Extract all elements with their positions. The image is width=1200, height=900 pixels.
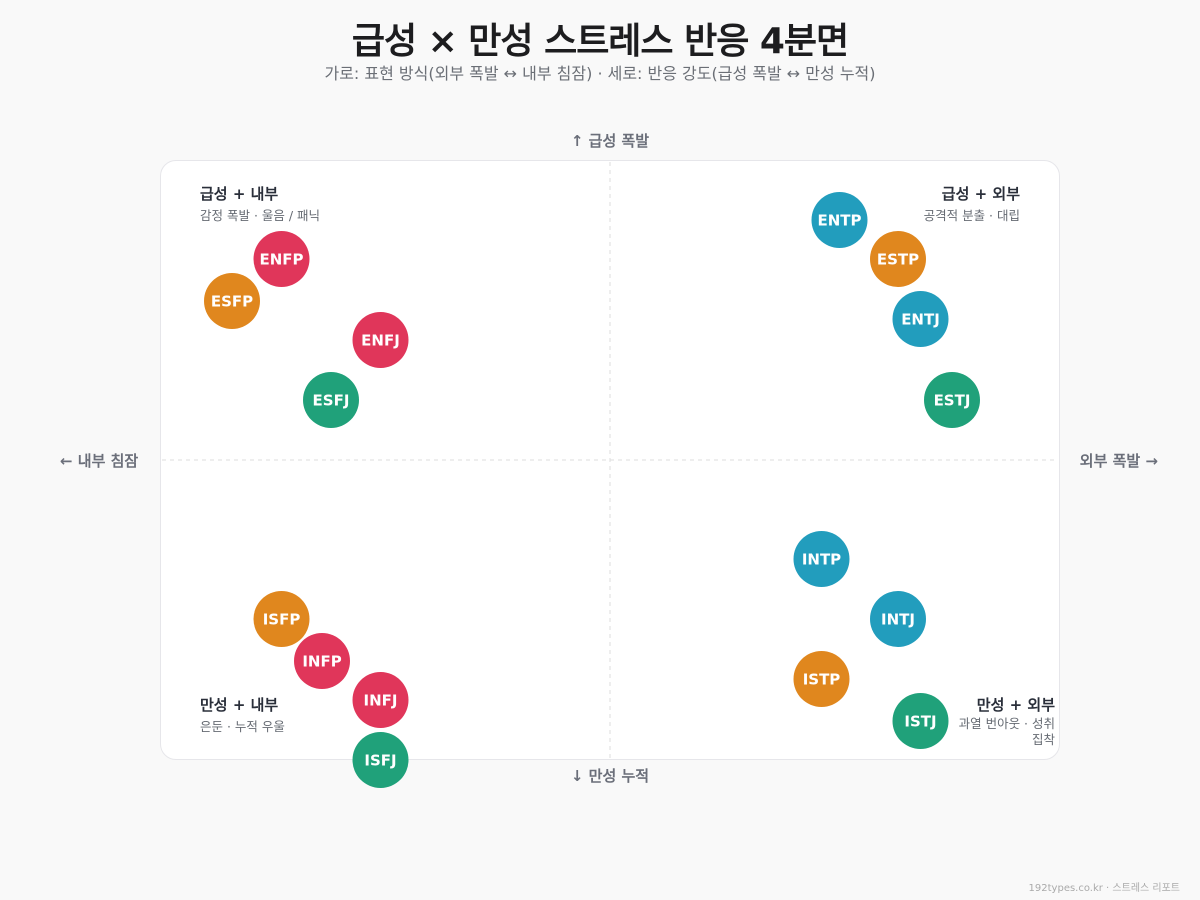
point-label: INTJ [881,611,915,629]
point-marker [892,693,949,749]
points-layer: ENFP ESFP ENFJ ESFJ ENTP ESTP ENTJ ESTJ INTP INTJ… [204,192,980,788]
point-intp: INTP [793,531,850,587]
quadrant-title: 만성 + 외부 [976,696,1055,714]
point-entp: ENTP [811,192,868,248]
point-marker [352,732,409,788]
quadrant-title: 만성 + 내부 [200,696,279,714]
point-estp: ESTP [870,231,926,287]
point-label: ENTJ [901,311,940,329]
page-subtitle: 가로: 표현 방식(외부 폭발 ↔ 내부 침잠) · 세로: 반응 강도(급성 … [324,64,876,83]
axis-label-bottom: ↓ 만성 누적 [570,767,650,785]
quadrant-desc: 은둔 · 누적 우울 [200,719,285,734]
point-label: ISTJ [904,713,936,731]
footer-credit: 192types.co.kr · 스트레스 리포트 [1028,883,1180,894]
point-label: ESFJ [313,392,350,410]
point-label: ESFP [211,293,253,311]
point-esfj: ESFJ [303,372,359,428]
point-entj: ENTJ [892,291,949,347]
quadrant-bottom-right: 만성 + 외부 과열 번아웃 · 성취 집착 [955,694,1055,748]
quadrant-desc: 과열 번아웃 · 성취 집착 [958,716,1055,747]
quadrant-title: 급성 + 내부 [200,185,279,203]
point-marker [793,531,850,587]
point-marker [892,291,949,347]
page-title: 급성 × 만성 스트레스 반응 4분면 [351,21,849,62]
point-estj: ESTJ [924,372,980,428]
point-marker [303,372,359,428]
point-marker [870,591,926,647]
point-esfp: ESFP [204,273,260,329]
point-marker [253,591,310,647]
quadrant-desc: 감정 폭발 · 울음 / 패닉 [200,208,321,223]
point-marker [924,372,980,428]
quadrant-title: 급성 + 외부 [941,185,1020,203]
point-marker [253,231,310,287]
point-marker [204,273,260,329]
point-marker [294,633,350,689]
point-label: ESTP [877,251,919,269]
point-infp: INFP [294,633,350,689]
quadrant-top-left: 급성 + 내부 감정 폭발 · 울음 / 패닉 [200,183,320,224]
point-label: INTP [802,551,841,569]
point-isfj: ISFJ [352,732,409,788]
axis-label-left: ← 내부 침잠 [60,452,139,470]
quadrant-bottom-left: 만성 + 내부 은둔 · 누적 우울 [200,694,285,735]
quadrant-top-right: 급성 + 외부 공격적 분출 · 대립 [924,183,1020,224]
point-marker [870,231,926,287]
point-infj: INFJ [352,672,409,728]
point-enfp: ENFP [253,231,310,287]
point-marker [793,651,850,707]
point-label: ISFP [263,611,301,629]
point-label: ESTJ [934,392,971,410]
point-marker [811,192,868,248]
quadrant-desc: 공격적 분출 · 대립 [923,208,1020,223]
point-label: ENFP [259,251,303,269]
axis-label-top: ↑ 급성 폭발 [570,132,650,150]
point-label: ISFJ [364,752,396,770]
axis-label-right: 외부 폭발 → [1079,452,1158,470]
point-isfp: ISFP [253,591,310,647]
point-marker [352,672,409,728]
point-label: INFP [302,653,341,671]
point-label: ISTP [803,671,841,689]
point-marker [352,312,409,368]
point-intj: INTJ [870,591,926,647]
point-enfj: ENFJ [352,312,409,368]
point-label: ENFJ [361,332,400,350]
point-label: ENTP [817,212,861,230]
point-label: INFJ [364,692,398,710]
point-istj: ISTJ [892,693,949,749]
point-istp: ISTP [793,651,850,707]
